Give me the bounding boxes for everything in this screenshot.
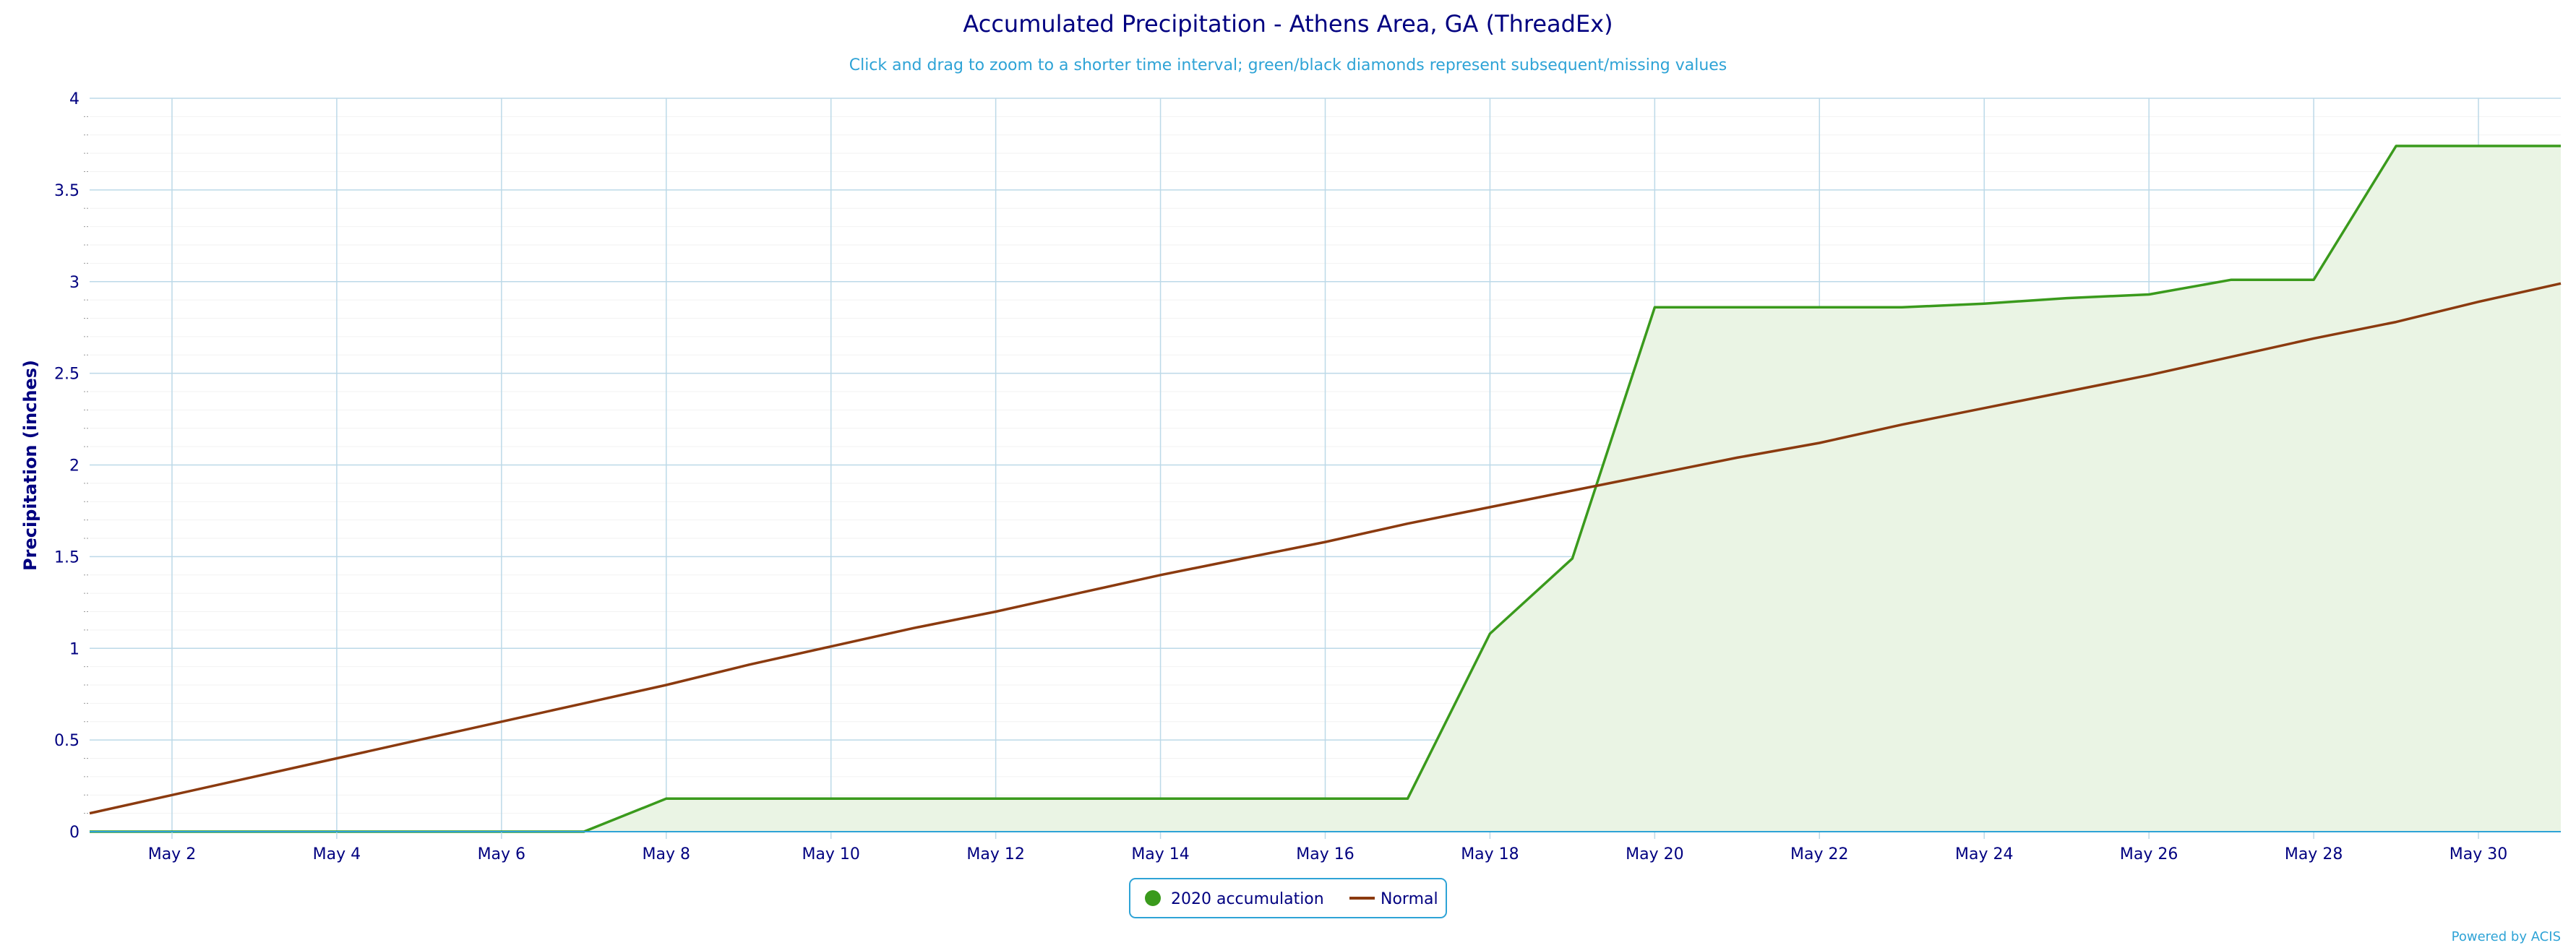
y-tick-label: 0 <box>69 824 80 842</box>
data-point-2020-accumulation[interactable] <box>1568 554 1576 563</box>
data-point-normal[interactable] <box>2062 387 2071 396</box>
x-tick-label: May 4 <box>313 845 361 863</box>
y-tick-label: 2.5 <box>54 366 80 384</box>
data-point-normal[interactable] <box>1568 486 1576 495</box>
x-tick-label: May 6 <box>478 845 525 863</box>
legend-marker-2020-accumulation <box>1145 890 1161 906</box>
data-point-2020-accumulation[interactable] <box>1321 794 1330 803</box>
data-point-normal[interactable] <box>1897 421 1906 429</box>
data-point-normal[interactable] <box>662 681 671 689</box>
series-line-normal[interactable] <box>89 282 2562 815</box>
data-point-normal[interactable] <box>1156 571 1165 579</box>
data-point-normal[interactable] <box>497 718 506 726</box>
data-point-normal[interactable] <box>1815 439 1824 447</box>
x-tick-label: May 14 <box>1131 845 1189 863</box>
x-tick-label: May 30 <box>2450 845 2507 863</box>
data-point-2020-accumulation[interactable] <box>2309 275 2318 284</box>
legend[interactable]: 2020 accumulation Normal <box>1129 878 1447 918</box>
x-tick-label: May 2 <box>148 845 196 863</box>
data-point-normal[interactable] <box>1403 520 1412 528</box>
data-point-2020-accumulation[interactable] <box>744 794 753 803</box>
data-point-normal[interactable] <box>1321 538 1330 546</box>
x-tick-label: May 8 <box>643 845 690 863</box>
x-tick-label: May 16 <box>1296 845 1354 863</box>
y-tick-label: 3 <box>69 274 80 292</box>
data-point-normal[interactable] <box>2309 334 2318 342</box>
x-tick-label: May 20 <box>1626 845 1683 863</box>
data-point-normal[interactable] <box>1485 503 1494 512</box>
y-tick-label: 2 <box>69 457 80 475</box>
x-tick-label: May 28 <box>2285 845 2343 863</box>
data-point-normal[interactable] <box>332 754 341 763</box>
data-point-normal[interactable] <box>1733 453 1741 462</box>
y-tick-label: 4 <box>69 90 80 108</box>
legend-item-normal[interactable]: Normal <box>1349 890 1438 908</box>
x-tick-label: May 24 <box>1955 845 2013 863</box>
chart-title: Accumulated Precipitation - Athens Area,… <box>963 10 1613 38</box>
data-point-2020-accumulation[interactable] <box>1485 629 1494 638</box>
data-point-2020-accumulation[interactable] <box>1403 794 1412 803</box>
data-point-2020-accumulation[interactable] <box>992 794 1000 803</box>
data-point-normal[interactable] <box>250 772 259 781</box>
data-point-normal[interactable] <box>744 660 753 669</box>
data-point-normal[interactable] <box>85 809 94 818</box>
legend-label-2020-accumulation: 2020 accumulation <box>1171 890 1324 908</box>
credit-label[interactable]: Powered by ACIS <box>2452 929 2561 944</box>
y-tick-label: 1 <box>69 640 80 658</box>
series-area-2020-accumulation <box>90 146 2561 832</box>
data-point-normal[interactable] <box>2227 353 2236 361</box>
data-point-2020-accumulation[interactable] <box>1815 303 1824 311</box>
data-point-normal[interactable] <box>1650 470 1659 478</box>
data-point-2020-accumulation[interactable] <box>2144 290 2153 299</box>
x-tick-label: May 18 <box>1461 845 1519 863</box>
data-point-normal[interactable] <box>1239 554 1248 563</box>
x-tick-label: May 12 <box>966 845 1024 863</box>
data-point-normal[interactable] <box>168 790 176 799</box>
data-point-2020-accumulation[interactable] <box>2474 142 2483 150</box>
x-tick-label: May 22 <box>1790 845 1848 863</box>
y-axis-title: Precipitation (inches) <box>20 360 40 571</box>
data-point-normal[interactable] <box>2474 298 2483 306</box>
data-point-normal[interactable] <box>415 736 424 744</box>
data-point-normal[interactable] <box>1074 589 1083 598</box>
data-point-normal[interactable] <box>2144 371 2153 379</box>
data-point-normal[interactable] <box>2392 318 2400 327</box>
legend-item-2020-accumulation[interactable]: 2020 accumulation <box>1145 890 1324 908</box>
data-point-2020-accumulation[interactable] <box>909 794 918 803</box>
data-point-2020-accumulation[interactable] <box>1897 303 1906 311</box>
axis-layer: 0 0.5 1 1.5 2 2.5 3 3.5 4 May 2 May 4 May 6 May 8 May… <box>54 90 2561 863</box>
data-point-2020-accumulation[interactable] <box>662 794 671 803</box>
data-point-2020-accumulation[interactable] <box>1980 299 1988 308</box>
area-layer <box>90 146 2561 832</box>
x-tick-label: May 10 <box>802 845 859 863</box>
data-point-2020-accumulation[interactable] <box>827 794 836 803</box>
legend-box <box>1129 878 1447 918</box>
data-point-normal[interactable] <box>827 642 836 651</box>
data-point-2020-accumulation[interactable] <box>1156 794 1165 803</box>
data-point-2020-accumulation[interactable] <box>1074 794 1083 803</box>
data-point-2020-accumulation[interactable] <box>2227 275 2236 284</box>
data-point-normal[interactable] <box>2556 279 2565 288</box>
x-tick-label: May 26 <box>2120 845 2178 863</box>
data-point-normal[interactable] <box>992 608 1000 616</box>
data-point-normal[interactable] <box>580 699 588 707</box>
data-point-2020-accumulation[interactable] <box>1239 794 1248 803</box>
data-point-normal[interactable] <box>909 624 918 632</box>
y-tick-label: 1.5 <box>54 548 80 566</box>
y-tick-label: 3.5 <box>54 182 80 200</box>
data-point-normal[interactable] <box>1980 404 1988 413</box>
data-point-2020-accumulation[interactable] <box>2062 294 2071 303</box>
data-point-2020-accumulation[interactable] <box>1650 303 1659 311</box>
chart-subtitle: Click and drag to zoom to a shorter time… <box>849 56 1727 74</box>
data-point-2020-accumulation[interactable] <box>2556 142 2565 150</box>
data-point-2020-accumulation[interactable] <box>1733 303 1741 311</box>
data-point-2020-accumulation[interactable] <box>2392 142 2400 150</box>
legend-label-normal: Normal <box>1381 890 1438 908</box>
y-tick-label: 0.5 <box>54 732 80 750</box>
